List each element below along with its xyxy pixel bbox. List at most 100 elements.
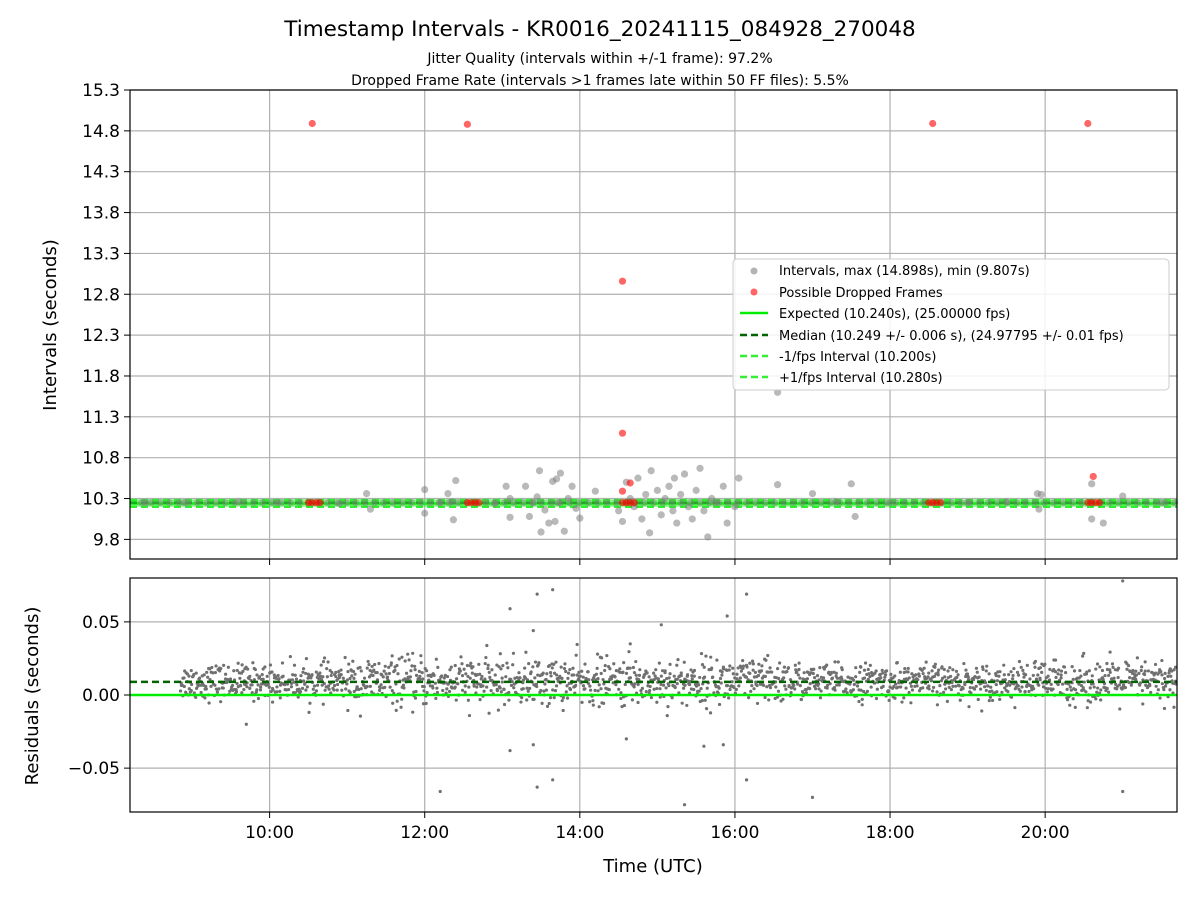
residual-point <box>884 669 889 673</box>
residual-point <box>634 659 638 664</box>
residual-point <box>1009 670 1013 674</box>
residual-point <box>211 671 215 675</box>
residual-point <box>293 691 297 695</box>
residual-point <box>946 669 950 673</box>
residual-point <box>760 664 764 668</box>
residual-point <box>529 670 533 674</box>
residual-point <box>889 672 893 676</box>
residual-point <box>478 672 482 676</box>
residual-point <box>548 670 553 675</box>
top-band-point <box>249 499 257 507</box>
residual-point <box>1071 677 1075 681</box>
residual-point <box>315 683 320 687</box>
top-y-tick-label: 10.8 <box>82 449 120 469</box>
residual-point <box>1011 673 1015 678</box>
residual-point <box>883 675 887 679</box>
residual-point <box>893 674 897 678</box>
residual-point <box>541 671 545 675</box>
top-band-point <box>668 499 676 507</box>
residual-point <box>1100 668 1105 673</box>
residual-point <box>621 670 625 674</box>
residual-point <box>334 674 338 679</box>
bottom-y-tick-label: −0.05 <box>68 759 120 779</box>
residual-point <box>248 674 252 678</box>
residual-point <box>542 689 546 693</box>
residual-point <box>265 674 269 678</box>
residual-point <box>624 671 629 675</box>
residual-point <box>1090 674 1094 678</box>
residual-point <box>728 664 732 668</box>
residual-point <box>712 691 716 695</box>
residual-point <box>1002 663 1006 667</box>
interval-point <box>964 499 972 507</box>
top-band-point <box>649 499 658 507</box>
residual-point <box>449 665 453 669</box>
residual-point <box>804 691 808 695</box>
residual-point <box>797 667 801 672</box>
residual-point <box>337 675 342 680</box>
residual-point <box>422 685 426 689</box>
residual-point <box>922 666 926 670</box>
residual-point <box>382 669 386 673</box>
residual-point <box>942 667 946 672</box>
residual-point <box>935 703 940 707</box>
residual-point <box>297 687 301 691</box>
residual-point <box>552 662 556 666</box>
residual-point <box>487 711 491 715</box>
residual-point <box>968 686 972 690</box>
residual-point <box>1069 688 1073 692</box>
residual-point <box>263 665 267 669</box>
residual-point <box>972 687 977 691</box>
residual-point <box>862 668 867 672</box>
residual-point <box>990 698 995 703</box>
residual-point <box>256 683 260 687</box>
residual-point <box>1027 689 1031 694</box>
residual-point <box>425 669 429 673</box>
residual-point <box>485 685 489 689</box>
residual-point <box>1095 690 1099 694</box>
residual-point <box>409 669 413 673</box>
residual-point <box>673 685 677 690</box>
residual-point <box>192 691 196 695</box>
residual-point <box>770 670 774 674</box>
residual-point <box>502 687 506 691</box>
top-band-point <box>1143 499 1151 507</box>
residual-point <box>1002 673 1006 677</box>
residual-outlier-point <box>725 614 729 618</box>
residual-point <box>589 688 593 692</box>
residual-point <box>278 689 282 693</box>
residual-point <box>1109 677 1114 681</box>
residual-point <box>930 669 934 673</box>
residual-point <box>652 671 656 675</box>
residual-point <box>1082 651 1086 655</box>
residual-point <box>1078 668 1082 673</box>
residual-point <box>951 668 955 672</box>
top-y-tick-label: 10.3 <box>82 490 120 510</box>
residual-point <box>544 677 548 682</box>
residual-point <box>1156 688 1160 692</box>
residual-point <box>275 690 279 694</box>
residual-point <box>495 689 499 693</box>
interval-point <box>452 476 460 485</box>
residual-point <box>411 710 415 714</box>
residual-point <box>600 656 604 660</box>
residual-point <box>994 683 998 687</box>
residual-point <box>751 662 755 666</box>
residual-point <box>539 688 543 693</box>
top-band-point <box>677 499 686 507</box>
top-band-point <box>742 499 751 507</box>
residual-point <box>577 677 581 681</box>
residual-point <box>577 670 581 675</box>
residual-point <box>874 696 879 701</box>
residual-point <box>1153 662 1158 667</box>
residual-point <box>675 682 679 686</box>
residual-point <box>298 690 303 694</box>
residual-point <box>453 663 457 668</box>
residual-point <box>840 668 844 672</box>
residual-point <box>895 661 899 665</box>
residual-point <box>998 697 1002 701</box>
residual-point <box>632 671 637 675</box>
residual-point <box>951 684 955 688</box>
residual-point <box>354 687 359 692</box>
residual-point <box>521 681 525 685</box>
